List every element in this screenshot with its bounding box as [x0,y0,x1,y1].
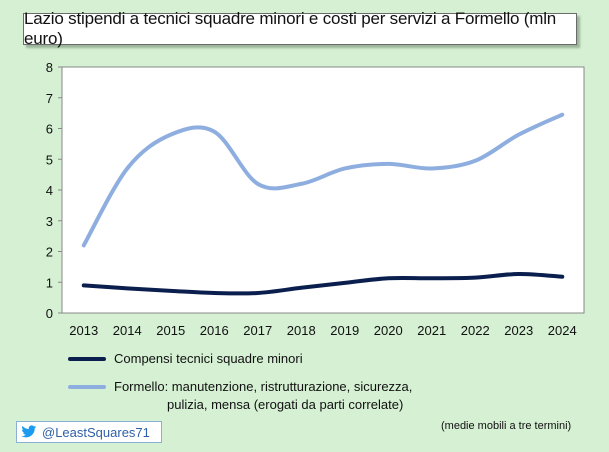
x-tick-label: 2014 [113,323,142,338]
series-line-compensi [81,271,565,296]
x-tick-label: 2021 [417,323,446,338]
x-tick-label: 2013 [69,323,98,338]
y-tick-label: 8 [46,60,53,75]
y-tick-label: 7 [46,91,53,106]
legend-label-formello-line1: Formello: manutenzione, ristrutturazione… [114,379,413,394]
y-tick-label: 2 [46,245,53,260]
twitter-badge[interactable]: @LeastSquares71 [16,421,162,443]
x-tick-label: 2017 [243,323,272,338]
x-tick-label: 2016 [200,323,229,338]
legend-label-compensi: Compensi tecnici squadre minori [114,351,303,366]
y-tick-label: 1 [46,275,53,290]
chart-title-box: Lazio stipendi a tecnici squadre minori … [23,9,577,48]
y-tick-label: 3 [46,214,53,229]
y-axis: 0 1 2 3 4 5 6 7 8 [46,60,62,321]
x-tick-label: 2022 [461,323,490,338]
y-tick-label: 6 [46,122,53,137]
x-tick-label: 2018 [287,323,316,338]
y-tick-label: 5 [46,152,53,167]
legend-label-formello-line2: pulizia, mensa (erogati da parti correla… [167,397,404,412]
legend-swatch-formello [68,385,106,389]
x-tick-label: 2024 [548,323,577,338]
legend-item-formello: Formello: manutenzione, ristrutturazione… [68,378,444,414]
chart-title: Lazio stipendi a tecnici squadre minori … [24,9,557,48]
x-axis: 2013 2014 2015 2016 2017 2018 2019 2020 2021 2022… [69,323,576,338]
twitter-handle: @LeastSquares71 [42,424,150,440]
series-line-formello [81,112,565,248]
x-tick-label: 2019 [330,323,359,338]
legend-item-compensi: Compensi tecnici squadre minori [68,350,444,368]
x-tick-label: 2015 [156,323,185,338]
twitter-bird-icon [21,425,37,438]
series-lines [81,112,565,296]
legend-swatch-compensi [68,357,106,361]
plot-area [61,66,585,314]
chart-note: (medie mobili a tre termini) [441,420,572,432]
y-tick-label: 0 [46,306,53,321]
x-tick-label: 2023 [504,323,533,338]
y-tick-label: 4 [46,183,53,198]
x-tick-label: 2020 [374,323,403,338]
legend-label-formello: Formello: manutenzione, ristrutturazione… [114,378,444,414]
